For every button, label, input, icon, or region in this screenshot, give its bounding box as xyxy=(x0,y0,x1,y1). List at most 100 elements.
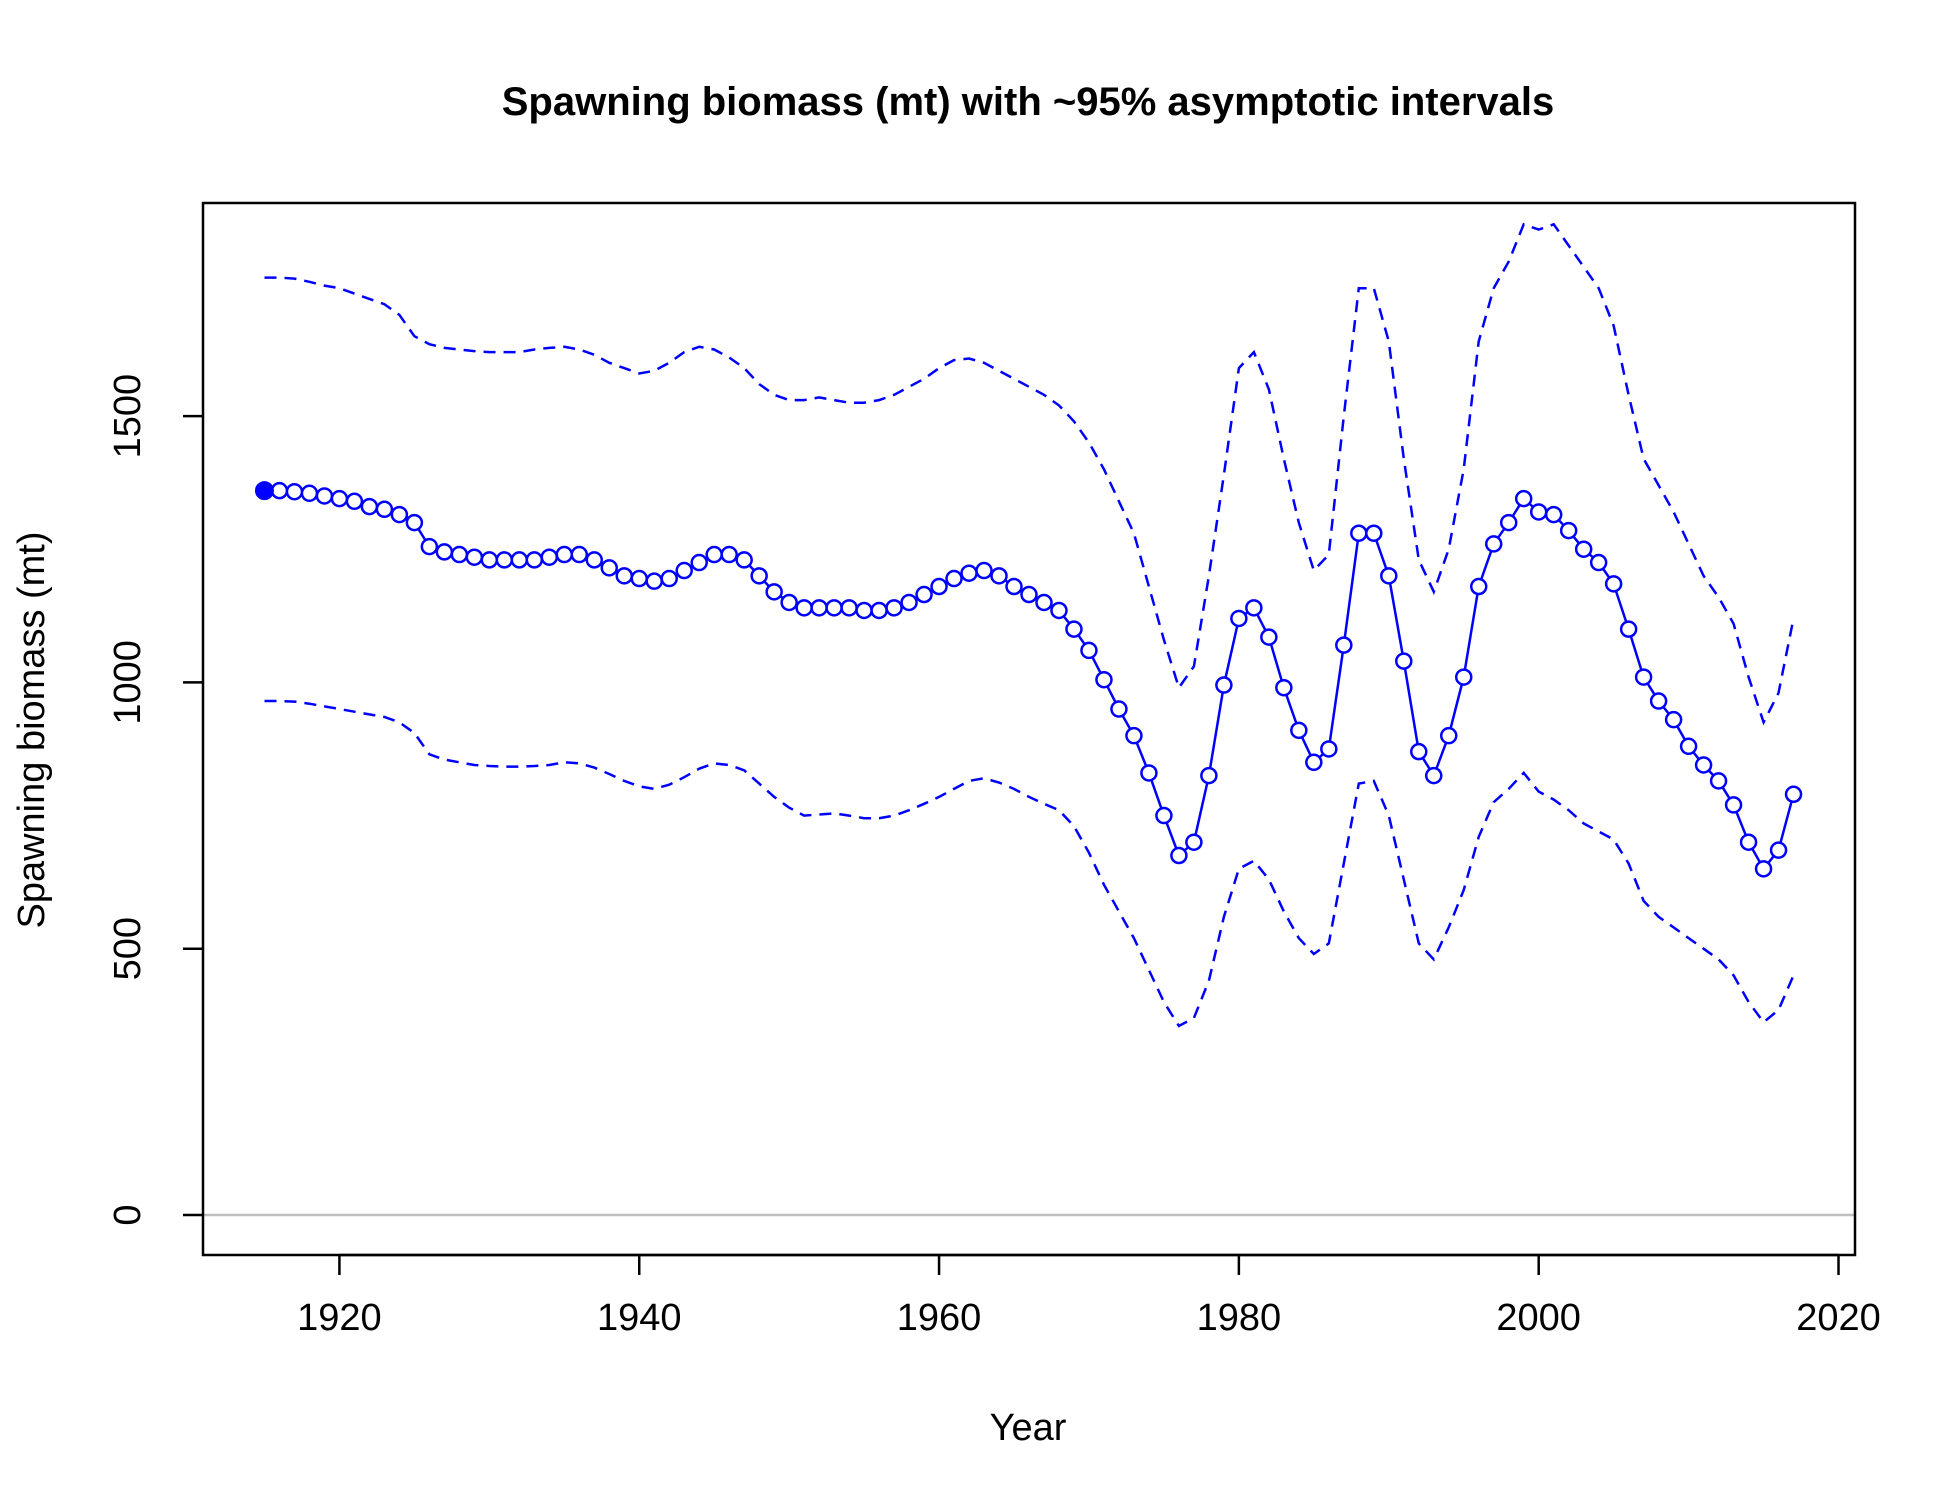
biomass-point xyxy=(360,497,379,516)
biomass-point xyxy=(540,548,559,566)
biomass-point xyxy=(1544,505,1563,524)
biomass-point xyxy=(1454,668,1473,686)
biomass-point xyxy=(555,545,574,564)
biomass-point xyxy=(420,537,439,556)
upper-interval-line xyxy=(264,222,1795,726)
y-axis-label: Spawning biomass (mt) xyxy=(11,531,53,928)
biomass-point xyxy=(1679,737,1698,756)
biomass-point xyxy=(1275,678,1293,697)
biomass-point xyxy=(465,548,484,566)
biomass-point xyxy=(1514,489,1533,508)
biomass-point xyxy=(390,505,409,524)
biomass-point xyxy=(1589,553,1608,572)
biomass-point xyxy=(1035,593,1053,612)
biomass-point xyxy=(330,489,349,508)
plot-area: 1920 1940 1960 1980 2000 2020 0 500 1000 1500 xyxy=(107,201,1881,1339)
biomass-point xyxy=(1320,740,1338,758)
biomass-point xyxy=(1529,503,1548,521)
biomass-point xyxy=(1754,860,1773,878)
biomass-point xyxy=(495,551,514,569)
biomass-point xyxy=(1215,676,1233,694)
biomass-point xyxy=(1395,652,1413,670)
biomass-point xyxy=(1335,636,1353,654)
y-tick-label: 1000 xyxy=(107,640,149,725)
biomass-point xyxy=(435,543,454,561)
biomass-point xyxy=(1290,721,1308,740)
biomass-point xyxy=(1469,577,1488,596)
biomass-point xyxy=(1694,756,1713,774)
biomass-point xyxy=(915,585,933,604)
biomass-point xyxy=(975,561,993,580)
biomass-point xyxy=(1170,846,1188,865)
biomass-point xyxy=(1155,806,1173,825)
biomass-point xyxy=(1499,513,1518,532)
biomass-point xyxy=(660,569,678,588)
biomass-point xyxy=(1784,785,1803,804)
biomass-point xyxy=(525,551,544,569)
biomass-point xyxy=(1709,772,1728,790)
biomass-point xyxy=(315,487,334,505)
initial-biomass-point xyxy=(254,481,274,501)
chart-title: Spawning biomass (mt) with ~95% asymptot… xyxy=(502,80,1554,124)
x-tick-label: 1940 xyxy=(597,1297,682,1339)
biomass-point xyxy=(1020,585,1038,604)
biomass-point xyxy=(510,551,529,569)
y-tick-label: 1500 xyxy=(107,374,149,459)
biomass-point xyxy=(630,569,648,588)
biomass-point xyxy=(480,551,499,569)
biomass-point xyxy=(1649,692,1668,710)
x-tick-label: 1980 xyxy=(1197,1297,1282,1339)
x-tick-label: 1960 xyxy=(897,1297,982,1339)
biomass-point xyxy=(1410,742,1428,761)
biomass-point xyxy=(735,551,753,569)
biomass-point xyxy=(750,567,768,585)
x-axis-label: Year xyxy=(990,1407,1067,1449)
biomass-point xyxy=(615,567,633,585)
biomass-point xyxy=(1260,628,1278,646)
biomass-point xyxy=(990,567,1008,585)
lower-interval-line xyxy=(264,699,1795,1028)
biomass-point xyxy=(1664,710,1683,729)
biomass-point xyxy=(1634,668,1653,686)
biomass-point xyxy=(885,599,903,617)
biomass-point xyxy=(1724,796,1743,814)
biomass-point xyxy=(825,599,843,617)
y-tick-label: 0 xyxy=(107,1204,149,1225)
biomass-point xyxy=(675,561,693,580)
biomass-point xyxy=(570,545,589,564)
biomass-point xyxy=(1574,540,1593,558)
biomass-point xyxy=(705,545,723,564)
biomass-point xyxy=(720,545,738,564)
biomass-point xyxy=(900,593,918,612)
biomass-point xyxy=(375,500,394,519)
biomass-point xyxy=(1350,524,1368,542)
biomass-point xyxy=(1125,726,1143,745)
biomass-point xyxy=(1305,753,1323,772)
biomass-point xyxy=(780,593,798,612)
biomass-point xyxy=(1619,620,1638,638)
x-tick-label: 2020 xyxy=(1796,1297,1881,1339)
x-tick-label: 2000 xyxy=(1496,1297,1581,1339)
biomass-point xyxy=(450,545,469,564)
biomass-point xyxy=(300,484,319,503)
biomass-point xyxy=(405,513,424,532)
biomass-point xyxy=(600,559,619,577)
biomass-point xyxy=(1484,535,1503,553)
biomass-point xyxy=(1005,577,1023,596)
biomass-point xyxy=(855,601,873,620)
biomass-point xyxy=(1365,524,1383,542)
biomass-point xyxy=(1110,700,1128,718)
biomass-point xyxy=(1200,766,1218,785)
biomass-estimate-line xyxy=(279,489,1795,872)
biomass-point xyxy=(765,583,783,601)
biomass-point xyxy=(270,481,289,500)
biomass-point xyxy=(1559,521,1578,540)
biomass-point xyxy=(1425,766,1443,785)
biomass-point xyxy=(1140,764,1158,782)
biomass-point xyxy=(1439,726,1458,745)
biomass-point xyxy=(930,577,948,596)
biomass-point xyxy=(345,492,364,511)
biomass-point xyxy=(645,572,663,590)
biomass-point xyxy=(1380,567,1398,585)
